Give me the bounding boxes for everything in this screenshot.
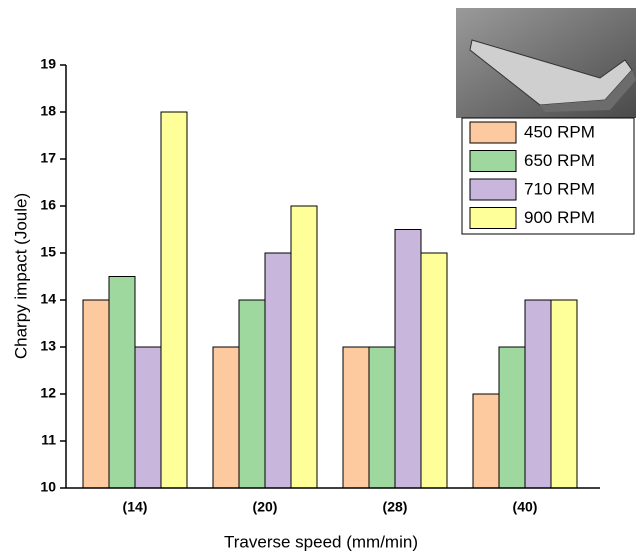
bar — [290, 205, 318, 489]
x-axis-title: Traverse speed (mm/min) — [224, 532, 418, 551]
x-tick-label: (20) — [253, 499, 278, 515]
y-tick-label: 19 — [40, 56, 56, 72]
bar — [108, 276, 136, 489]
legend-label: 710 RPM — [524, 179, 595, 198]
bar — [212, 346, 240, 489]
legend-swatch — [469, 207, 517, 229]
legend-swatch — [469, 150, 517, 172]
y-tick-label: 14 — [40, 291, 56, 307]
x-tick-label: (40) — [513, 499, 538, 515]
bar — [420, 252, 448, 489]
y-tick-label: 11 — [41, 432, 56, 448]
x-tick-label: (14) — [123, 499, 148, 515]
y-tick-label: 18 — [40, 103, 56, 119]
bar — [550, 299, 578, 489]
bar — [394, 229, 422, 489]
y-tick-label: 15 — [40, 244, 56, 260]
x-tick-label: (28) — [383, 499, 408, 515]
y-tick-label: 17 — [40, 150, 56, 166]
y-axis-title: Charpy impact (Joule) — [11, 193, 30, 359]
legend-label: 650 RPM — [524, 151, 595, 170]
y-tick-label: 13 — [40, 338, 56, 354]
bar — [82, 299, 110, 489]
bar — [160, 111, 188, 489]
bar — [238, 299, 266, 489]
legend-label: 450 RPM — [524, 122, 595, 141]
y-tick-label: 16 — [40, 197, 56, 213]
specimen-photo — [456, 8, 636, 118]
legend-label: 900 RPM — [524, 208, 595, 227]
bar — [472, 393, 500, 489]
y-tick-label: 12 — [40, 385, 56, 401]
bar — [368, 346, 396, 489]
bar — [524, 299, 552, 489]
bar — [342, 346, 370, 489]
bar — [134, 346, 162, 489]
legend-swatch — [469, 178, 517, 201]
y-tick-label: 10 — [40, 479, 56, 495]
bar — [498, 346, 526, 489]
bar — [264, 252, 292, 489]
legend-swatch — [469, 121, 517, 144]
